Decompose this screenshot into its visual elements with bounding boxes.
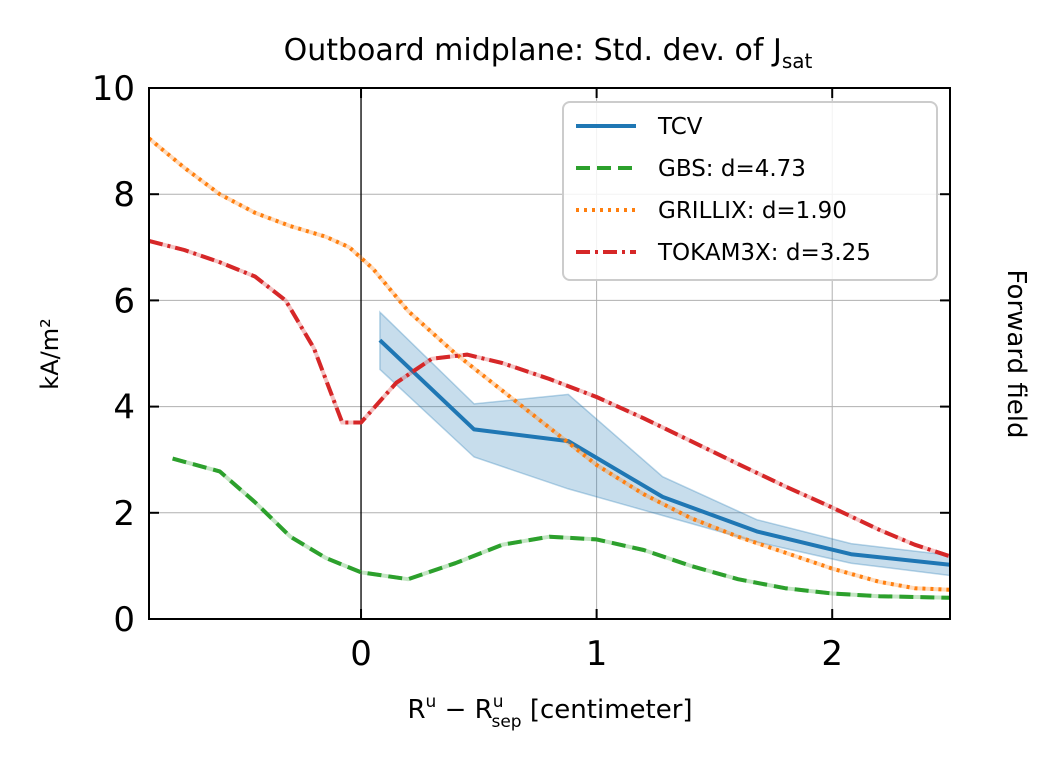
legend-label-0: TCV [657, 114, 703, 140]
y-axis-label: kA/m² [36, 318, 64, 389]
y-tick-label: 0 [113, 600, 135, 640]
x-axis-label-sup1: u [426, 692, 437, 712]
y-tick-label: 10 [92, 69, 135, 109]
x-tick-label: 1 [586, 634, 608, 674]
series-underlay-3 [149, 238, 950, 559]
chart-title: Outboard midplane: Std. dev. of Jsat [284, 33, 813, 73]
series-layer [149, 136, 950, 600]
legend-label-1: GBS: d=4.73 [658, 156, 806, 182]
x-tick-label: 2 [821, 634, 843, 674]
series-line-0 [378, 338, 950, 567]
series-band-0 [379, 310, 950, 577]
legend-label-2: GRILLIX: d=1.90 [658, 198, 847, 224]
x-axis-label: Ru − Ru sep [centimeter] [407, 692, 692, 732]
x-axis-label-unit: [centimeter] [522, 695, 693, 725]
series-line-2 [149, 136, 950, 592]
x-tick-label: 0 [350, 634, 372, 674]
legend-label-3: TOKAM3X: d=3.25 [657, 240, 871, 266]
chart-title-subscript: sat [782, 49, 813, 73]
plot-frame [148, 87, 951, 620]
y-tick-label: 4 [113, 388, 135, 428]
x-axis-label-r1: R [407, 695, 425, 725]
y-tick-label: 2 [113, 494, 135, 534]
legend-box [562, 101, 938, 281]
y-tick-label: 8 [113, 175, 135, 215]
y-tick-label: 6 [113, 281, 135, 321]
x-axis-label-minus: − R [436, 695, 492, 725]
right-side-label: Forward field [1001, 270, 1031, 439]
chart-title-main: Outboard midplane: Std. dev. of J [284, 33, 782, 68]
series-line-1 [172, 456, 950, 600]
x-axis-label-sup2: u [493, 692, 504, 712]
axis-ticks: 0 1 2 0 2 4 6 8 10 [92, 69, 950, 674]
x-axis-label-sub2: sep [491, 712, 521, 732]
legend: TCV GBS: d=4.73 GRILLIX: d=1.90 TOKAM3X: d=… [562, 101, 938, 281]
legend-items: TCV GBS: d=4.73 GRILLIX: d=1.90 TOKAM3X: d=… [576, 114, 871, 266]
